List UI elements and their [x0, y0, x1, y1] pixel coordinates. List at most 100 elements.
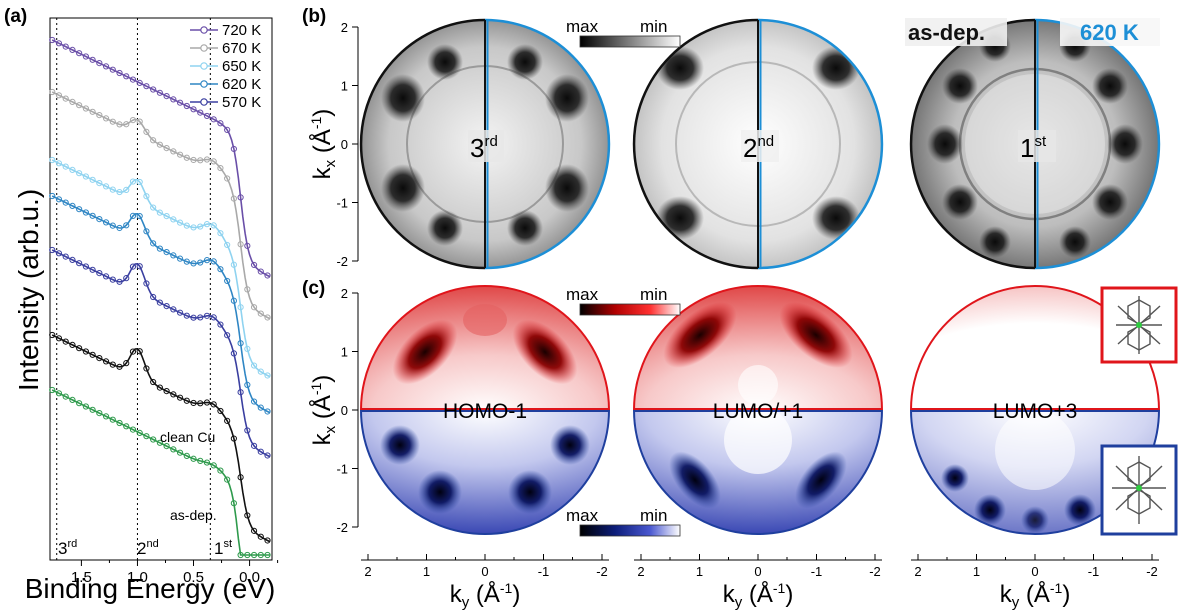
- data-point: [156, 89, 163, 96]
- data-point: [123, 423, 130, 430]
- data-point: [163, 248, 170, 256]
- data-point: [102, 183, 110, 190]
- map-2nd: 2nd: [632, 18, 884, 270]
- data-point: [203, 156, 211, 163]
- data-point: [123, 73, 130, 80]
- panel-a-curves: [49, 36, 271, 559]
- data-point: [230, 350, 237, 357]
- data-point: [62, 95, 69, 102]
- data-point: [244, 345, 251, 352]
- data-point: [136, 178, 143, 186]
- y-tick-label: 0: [341, 137, 348, 152]
- data-point: [55, 196, 63, 203]
- data-point: [82, 403, 89, 410]
- data-point: [62, 338, 69, 345]
- data-point: [129, 76, 137, 83]
- data-point: [237, 304, 244, 311]
- data-point: [163, 93, 170, 100]
- curve-clean-cu: [51, 389, 270, 556]
- data-point: [49, 386, 56, 394]
- legend-marker: [200, 44, 208, 52]
- data-point: [257, 404, 264, 411]
- data-point: [203, 112, 211, 120]
- data-point: [55, 40, 63, 47]
- legend-marker: [200, 98, 208, 106]
- x-tick-label: 1: [696, 564, 703, 579]
- x-tick-label: 1.0: [127, 569, 148, 586]
- map-label-2nd: 2nd: [743, 133, 774, 163]
- data-point: [183, 102, 190, 110]
- data-point: [102, 219, 110, 226]
- data-point: [197, 109, 204, 116]
- data-point: [224, 241, 231, 249]
- x-tick-label: 0: [1031, 564, 1038, 579]
- data-point: [62, 43, 69, 50]
- data-point: [264, 372, 271, 379]
- data-point: [143, 433, 150, 440]
- data-point: [190, 224, 197, 231]
- data-point: [210, 462, 217, 469]
- data-point: [55, 335, 63, 342]
- data-point: [150, 204, 157, 211]
- data-point: [69, 256, 76, 263]
- data-point: [89, 176, 96, 183]
- molecule-inset-blue: [1100, 444, 1178, 536]
- data-point: [89, 406, 96, 413]
- data-point: [156, 384, 163, 391]
- data-point: [190, 455, 197, 462]
- data-point: [96, 215, 103, 223]
- data-point: [49, 192, 56, 200]
- panel-c-ylabel: kx (Å-1): [308, 375, 339, 446]
- panel-c-letter: (c): [302, 278, 325, 299]
- data-point: [176, 151, 184, 158]
- data-point: [257, 551, 264, 559]
- data-point: [176, 394, 184, 401]
- data-point: [176, 219, 184, 226]
- data-point: [237, 389, 244, 396]
- legend-entry: 620 K: [222, 76, 261, 93]
- data-point: [150, 293, 157, 301]
- data-point: [129, 426, 137, 433]
- data-point: [217, 120, 224, 127]
- x-tick-label: -1: [811, 564, 823, 579]
- data-point: [136, 429, 143, 436]
- data-point: [109, 416, 116, 423]
- x-tick-label: 2: [914, 564, 921, 579]
- data-point: [183, 312, 190, 319]
- map-label-3rd: 3rd: [470, 133, 498, 163]
- x-tick-label: -1: [538, 564, 550, 579]
- colorbar-red-min: min: [640, 285, 667, 304]
- x-tick-label: 1: [973, 564, 980, 579]
- data-point: [143, 365, 150, 372]
- data-point: [136, 212, 143, 220]
- data-point: [76, 102, 83, 109]
- data-point: [264, 452, 271, 459]
- data-point: [96, 179, 103, 187]
- data-point: [150, 436, 157, 443]
- data-point: [123, 275, 130, 282]
- y-tick-label: -1: [336, 196, 348, 211]
- data-point: [89, 351, 96, 358]
- data-point: [143, 128, 150, 135]
- data-point: [156, 245, 163, 252]
- data-point: [210, 158, 217, 165]
- data-point: [237, 241, 244, 248]
- molecule-inset-red: [1100, 286, 1178, 364]
- data-point: [217, 164, 224, 172]
- orbital-label-lumo-3: LUMO+3: [993, 400, 1078, 423]
- data-point: [129, 178, 137, 185]
- y-tick-label: -1: [336, 462, 348, 477]
- data-point: [150, 240, 157, 247]
- data-point: [217, 230, 224, 237]
- legend-marker: [200, 80, 208, 88]
- orbital-label-homo-1: HOMO-1: [443, 400, 527, 423]
- data-point: [69, 202, 76, 209]
- data-point: [244, 381, 251, 388]
- map-3rd: 3rd: [359, 18, 611, 270]
- data-point: [69, 98, 76, 106]
- data-point: [96, 111, 103, 119]
- data-point: [49, 331, 56, 339]
- panel-a-dashed-lines: [56, 18, 211, 560]
- data-point: [129, 263, 137, 270]
